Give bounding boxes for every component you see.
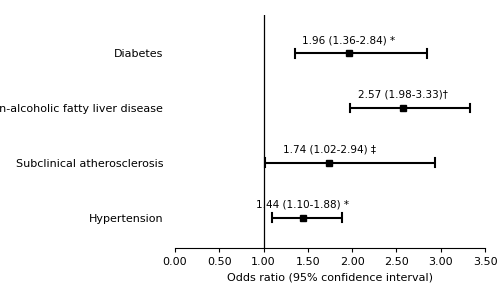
X-axis label: Odds ratio (95% confidence interval): Odds ratio (95% confidence interval) bbox=[227, 272, 433, 282]
Text: 1.44 (1.10-1.88) *: 1.44 (1.10-1.88) * bbox=[256, 199, 349, 209]
Text: 1.74 (1.02-2.94) ‡: 1.74 (1.02-2.94) ‡ bbox=[282, 145, 376, 155]
Text: 2.57 (1.98-3.33)†: 2.57 (1.98-3.33)† bbox=[358, 90, 448, 100]
Text: 1.96 (1.36-2.84) *: 1.96 (1.36-2.84) * bbox=[302, 35, 395, 45]
